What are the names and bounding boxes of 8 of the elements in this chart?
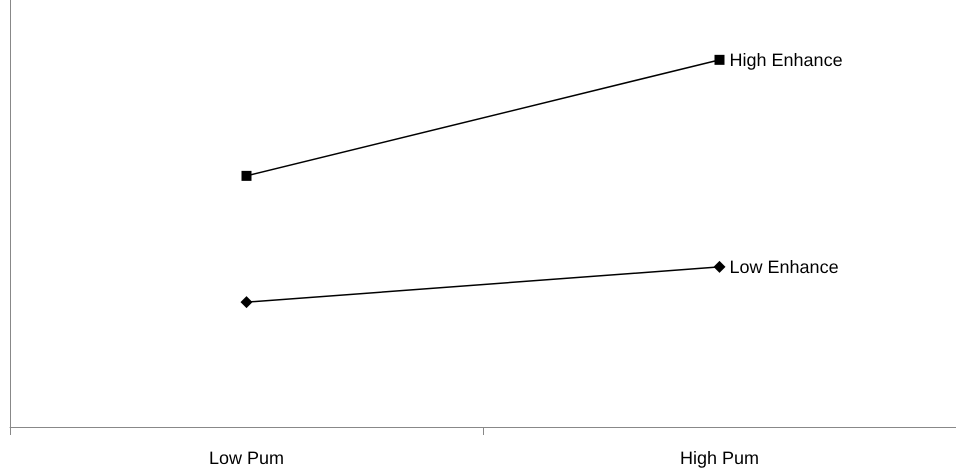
point xyxy=(714,54,724,65)
x-tick-label: Low Pum xyxy=(208,448,284,468)
point xyxy=(242,170,252,181)
series-label: Low Enhance xyxy=(730,256,839,277)
series-label: High Enhance xyxy=(730,50,843,70)
point xyxy=(240,296,252,308)
point xyxy=(714,260,726,273)
x-tick-label: High Pum xyxy=(680,448,760,468)
